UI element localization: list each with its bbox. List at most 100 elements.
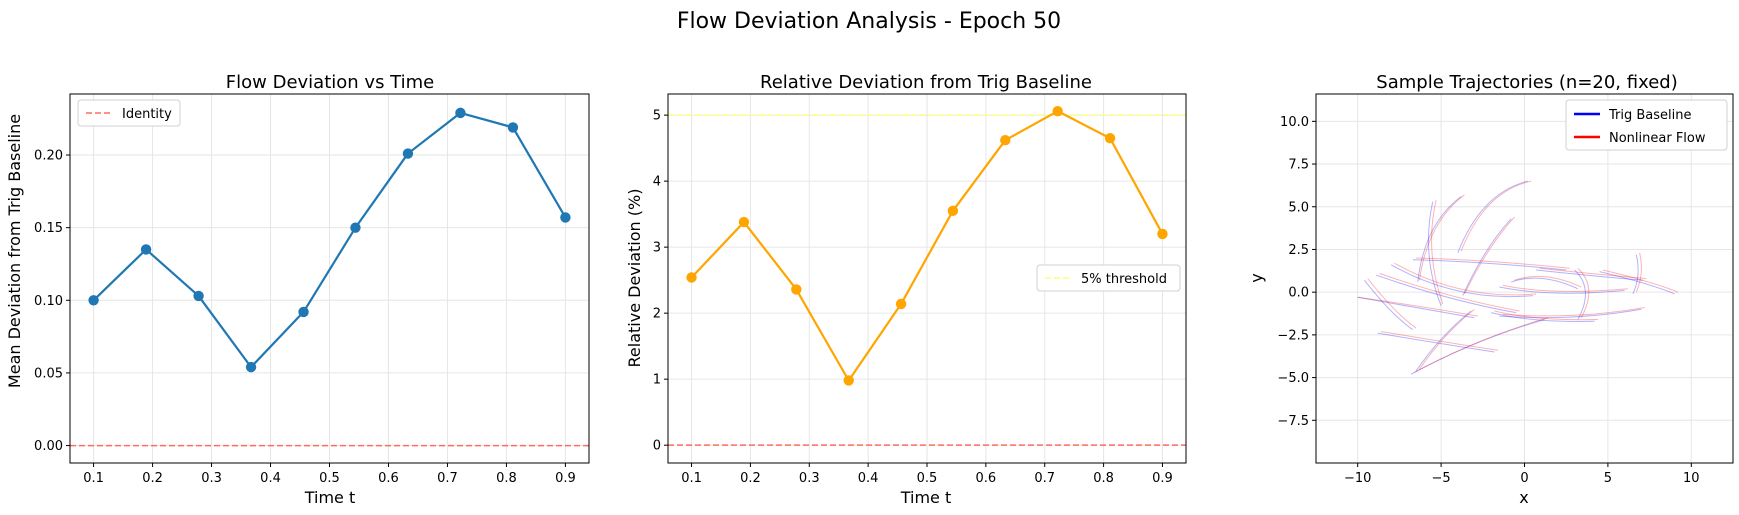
panel-flow-deviation: Flow Deviation vs Time Time t Mean Devia… (5, 72, 590, 507)
panel-title: Flow Deviation vs Time (226, 72, 434, 93)
x-tick-label: 0.3 (799, 471, 820, 486)
trajectory-line (1494, 310, 1598, 321)
plot-frame (1315, 93, 1734, 464)
y-tick-label: 2 (653, 307, 661, 322)
x-tick-label: 0.5 (319, 471, 340, 486)
y-tick-label: 0.15 (34, 221, 63, 236)
data-point (507, 122, 519, 133)
y-axis-label: y (1247, 273, 1266, 282)
data-point (245, 361, 257, 373)
y-tick-label: −7.5 (1277, 414, 1309, 429)
figure-suptitle: Flow Deviation Analysis - Epoch 50 (677, 9, 1061, 34)
trajectory-line (1539, 267, 1647, 279)
trajectory-line (1419, 308, 1475, 370)
y-tick-label: 0.00 (34, 439, 63, 454)
data-point (843, 375, 854, 386)
trajectory-line (1574, 269, 1586, 320)
y-tick-label: 0 (653, 439, 661, 454)
trajectory-line (1416, 257, 1570, 269)
y-axis-label: Relative Deviation (%) (625, 189, 644, 368)
x-tick-label: −5 (1432, 471, 1451, 486)
x-axis-label: Time t (900, 488, 952, 507)
legend-label: Nonlinear Flow (1609, 131, 1706, 146)
x-tick-label: 0.5 (917, 471, 938, 486)
panel-title: Relative Deviation from Trig Baseline (760, 72, 1092, 93)
panel-sample-trajectories: Sample Trajectories (n=20, fixed) x y −1… (1247, 72, 1734, 507)
trajectory-line (1390, 264, 1533, 298)
x-tick-label: 0.4 (260, 471, 281, 486)
trajectory-line (1377, 332, 1495, 353)
trajectory-line (1415, 310, 1472, 372)
legend-box (77, 99, 181, 127)
trajectory-line (1412, 259, 1567, 271)
trajectory-line (1599, 271, 1675, 295)
trajectory-line (1502, 284, 1628, 292)
data-point (1052, 105, 1063, 117)
trajectory-line (1491, 312, 1595, 322)
data-point (738, 216, 750, 228)
series-line (92, 111, 567, 369)
trajectory-line (1431, 199, 1444, 305)
trajectory-line (1536, 269, 1643, 281)
trajectory-line (1632, 254, 1639, 295)
x-axis-label: Time t (304, 488, 356, 507)
trajectory-line (1499, 286, 1625, 294)
x-tick-label: 0.1 (83, 471, 104, 486)
data-point (947, 205, 959, 217)
data-point (791, 284, 802, 295)
trajectory-line (1462, 218, 1512, 296)
trajectory-line (1427, 201, 1442, 307)
data-point (560, 212, 571, 223)
legend-box (1036, 264, 1181, 292)
x-tick-label: 0.8 (1093, 471, 1114, 486)
trajectory-line (1394, 262, 1537, 296)
data-point (1157, 228, 1168, 240)
data-point (193, 290, 204, 302)
x-tick-label: 0.1 (681, 471, 702, 486)
y-tick-label: 7.5 (1288, 158, 1309, 173)
trajectory-line (1363, 279, 1414, 331)
x-tick-label: 0 (1520, 471, 1528, 486)
x-axis-label: x (1519, 488, 1528, 507)
legend-box (1565, 99, 1728, 151)
y-tick-label: 10.0 (1280, 115, 1309, 130)
y-tick-label: 0.10 (34, 294, 63, 309)
y-tick-label: 0.0 (1288, 286, 1309, 301)
data-point (140, 244, 152, 255)
panel-relative-deviation: Relative Deviation from Trig Baseline Ti… (625, 72, 1187, 507)
legend-label: Identity (122, 107, 172, 122)
x-tick-label: 5 (1604, 471, 1612, 486)
y-tick-label: −2.5 (1277, 328, 1309, 343)
trajectory-line (1379, 272, 1520, 312)
trajectory-line (1367, 278, 1417, 329)
trajectory-line (1464, 216, 1515, 295)
trajectory-line (1502, 307, 1645, 317)
trajectory-line (1577, 267, 1590, 319)
legend-label: 5% threshold (1081, 272, 1167, 287)
y-axis-label: Mean Deviation from Trig Baseline (5, 114, 24, 388)
trajectory-line (1410, 319, 1545, 375)
y-tick-label: 3 (653, 241, 661, 256)
y-tick-label: 1 (653, 373, 661, 388)
x-tick-label: 0.4 (858, 471, 879, 486)
y-tick-label: 5.0 (1288, 200, 1309, 215)
x-tick-label: 0.2 (142, 471, 163, 486)
x-tick-label: 0.3 (201, 471, 222, 486)
panel-title: Sample Trajectories (n=20, fixed) (1376, 72, 1677, 93)
x-tick-label: 0.8 (496, 471, 517, 486)
trajectory-line (1417, 196, 1462, 282)
y-tick-label: −5.0 (1277, 371, 1309, 386)
data-point (895, 298, 907, 310)
trajectory-line (1499, 308, 1642, 319)
trajectory-line (1380, 330, 1498, 351)
y-tick-label: 4 (653, 175, 661, 190)
trajectory-line (1357, 296, 1475, 319)
trajectory-line (1635, 252, 1642, 293)
trajectory-line (1418, 194, 1465, 281)
data-point (298, 306, 309, 318)
data-point (455, 107, 466, 119)
trajectory-line (1357, 296, 1478, 317)
legend-label: Trig Baseline (1608, 108, 1692, 123)
data-point (1000, 135, 1011, 146)
